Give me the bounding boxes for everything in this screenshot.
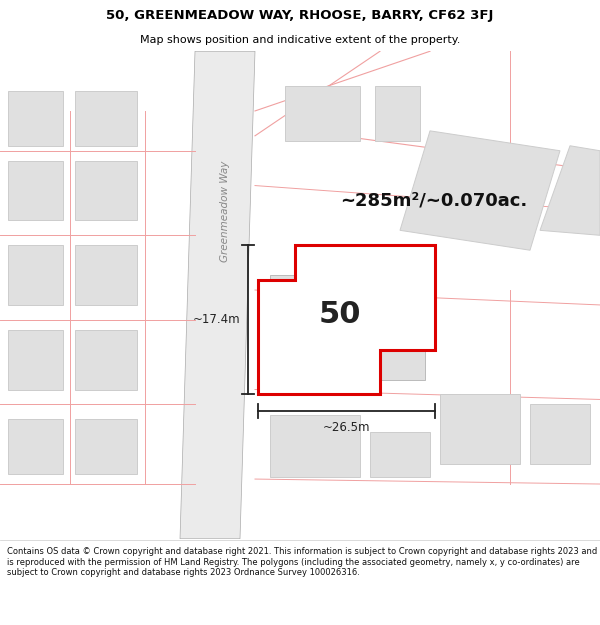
Bar: [75, 245, 137, 305]
Text: 50, GREENMEADOW WAY, RHOOSE, BARRY, CF62 3FJ: 50, GREENMEADOW WAY, RHOOSE, BARRY, CF62…: [106, 9, 494, 22]
Bar: [8, 419, 63, 474]
Text: ~26.5m: ~26.5m: [323, 421, 370, 434]
Bar: [270, 275, 425, 379]
Bar: [75, 161, 137, 221]
Text: ~285m²/~0.070ac.: ~285m²/~0.070ac.: [340, 191, 527, 209]
Bar: [8, 161, 63, 221]
Bar: [285, 86, 360, 141]
Text: Map shows position and indicative extent of the property.: Map shows position and indicative extent…: [140, 35, 460, 45]
Bar: [270, 416, 360, 477]
Text: Greenmeadow Way: Greenmeadow Way: [220, 161, 230, 262]
Text: Contains OS data © Crown copyright and database right 2021. This information is : Contains OS data © Crown copyright and d…: [7, 548, 598, 577]
Bar: [75, 419, 137, 474]
Bar: [375, 86, 420, 141]
Polygon shape: [180, 51, 255, 539]
Text: 50: 50: [319, 301, 361, 329]
Bar: [75, 330, 137, 389]
Bar: [370, 432, 430, 477]
Polygon shape: [540, 146, 600, 235]
Text: ~17.4m: ~17.4m: [193, 313, 240, 326]
Polygon shape: [400, 131, 560, 250]
Bar: [8, 91, 63, 146]
Bar: [8, 330, 63, 389]
Bar: [8, 245, 63, 305]
Polygon shape: [258, 245, 435, 394]
Bar: [530, 404, 590, 464]
Bar: [440, 394, 520, 464]
Bar: [75, 91, 137, 146]
